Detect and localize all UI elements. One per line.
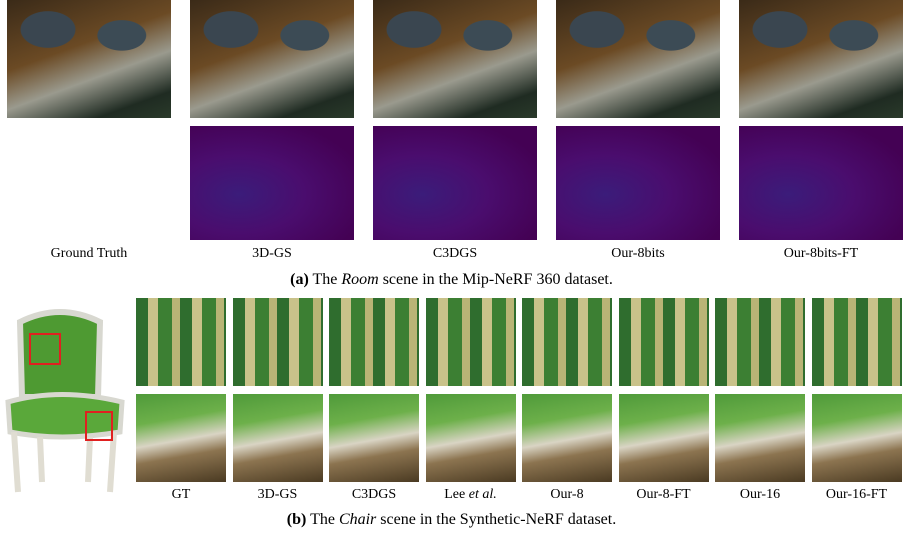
image-label: 3D-GS [257, 487, 298, 502]
image [190, 0, 354, 118]
image [329, 298, 419, 386]
image-label: Ground Truth [50, 246, 128, 261]
error-map [190, 126, 354, 240]
image: Our-16 [710, 487, 810, 503]
image [715, 298, 805, 386]
caption: (b) The Chair scene in the Synthetic-NeR… [286, 511, 617, 528]
image [618, 394, 709, 482]
image [425, 298, 516, 386]
chair-image [5, 309, 125, 493]
image: 3D-GS [228, 487, 328, 503]
image-label: Our-8 [550, 487, 584, 502]
image-label: Our-8-FT [636, 487, 691, 502]
image [232, 298, 323, 386]
image-label: C3DGS [432, 246, 478, 261]
image [811, 394, 902, 482]
image: GT [131, 487, 231, 503]
error-map [739, 126, 903, 240]
image [522, 298, 612, 386]
image: Our-8 [517, 487, 617, 503]
image-label: C3DGS [351, 487, 397, 502]
image [715, 394, 805, 482]
error-map [373, 126, 537, 240]
image-label: 3D-GS [252, 246, 292, 261]
image [811, 298, 902, 386]
image [329, 394, 419, 482]
image [556, 0, 720, 118]
image [618, 298, 709, 386]
image [7, 0, 171, 118]
image-label: Our-16 [739, 487, 781, 502]
image [136, 394, 226, 482]
image [232, 394, 323, 482]
image-label: Lee [444, 487, 466, 502]
image [425, 394, 516, 482]
image: Lee et al. [421, 487, 521, 503]
image [373, 0, 537, 118]
caption: (a) The Room scene in the Mip-NeRF 360 d… [290, 271, 613, 288]
image [136, 298, 226, 386]
image-label: Our-16-FT [825, 487, 888, 502]
image [739, 0, 903, 118]
image-label: Our-8bits [611, 246, 665, 261]
image: Our-16-FT [807, 487, 903, 503]
image-label: GT [171, 487, 191, 502]
label-suffix: et al. [468, 487, 497, 502]
image-label: Our-8bits-FT [783, 246, 859, 261]
image: C3DGS [324, 487, 424, 503]
image [522, 394, 612, 482]
image: Our-8-FT [614, 487, 714, 503]
error-map [556, 126, 720, 240]
